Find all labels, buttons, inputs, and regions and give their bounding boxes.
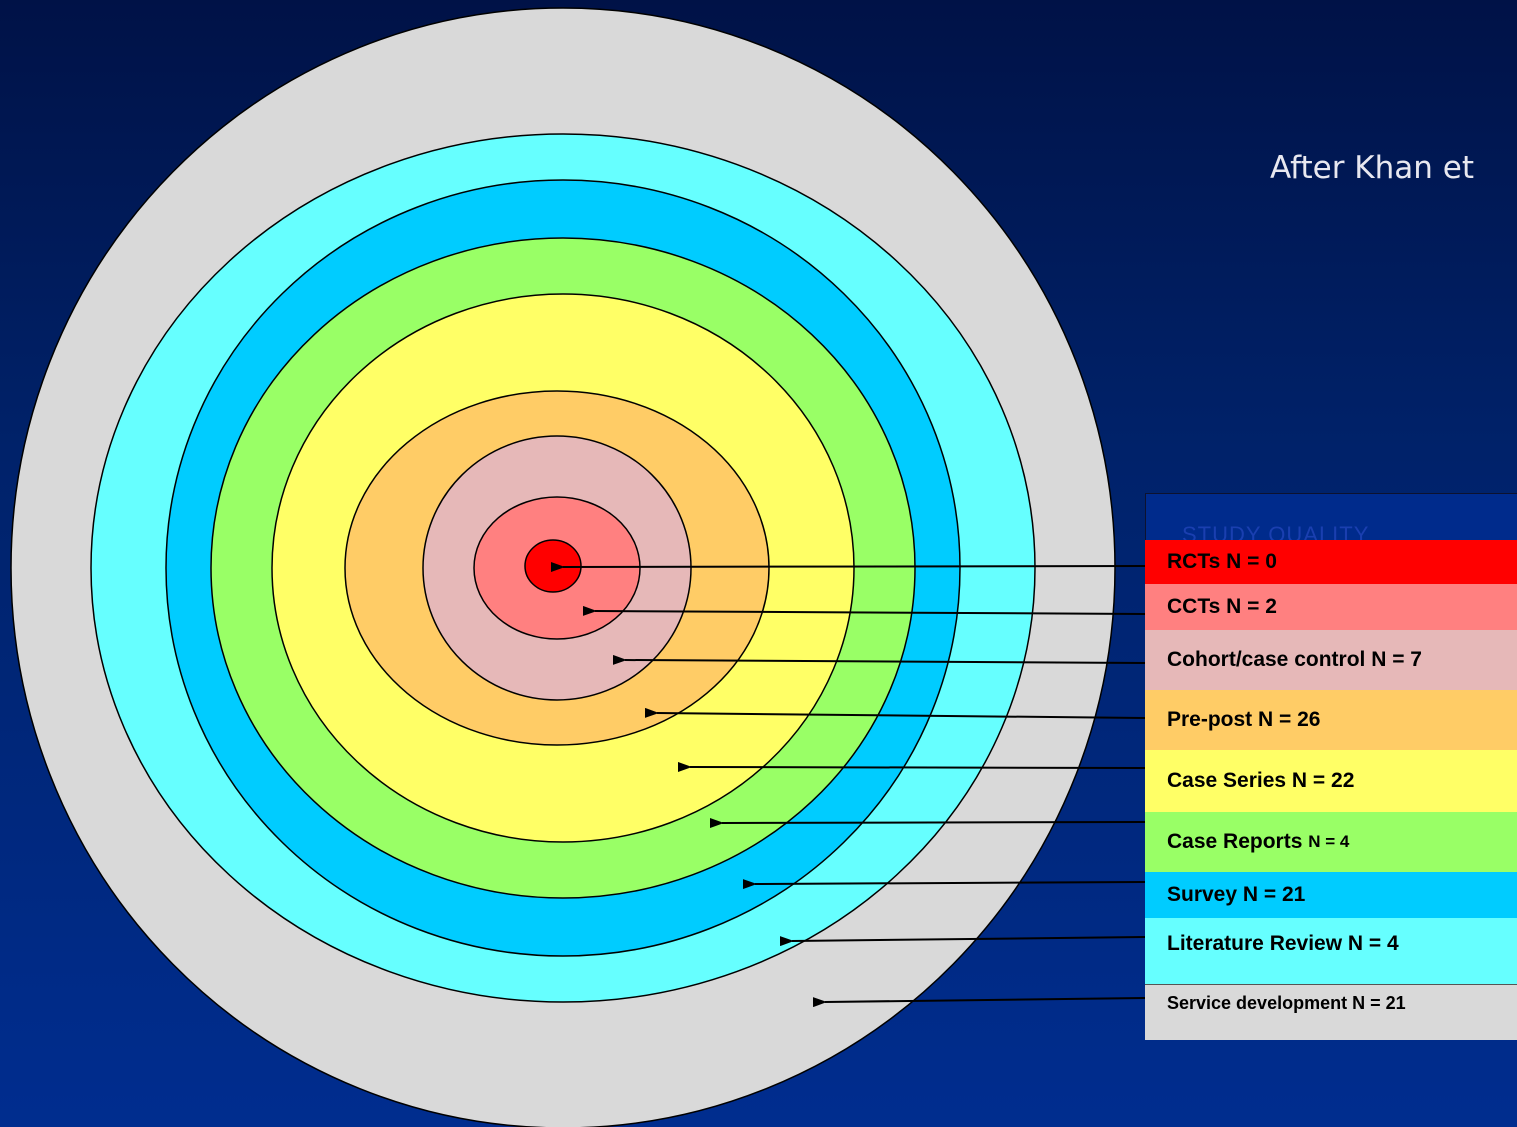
legend-band-cohort-case-control: Cohort/case control N = 7 bbox=[1145, 630, 1517, 690]
arrow-service-development bbox=[812, 997, 1146, 1008]
arrow-rcts bbox=[550, 562, 1146, 573]
legend-label-ccts: CCTs N = 2 bbox=[1167, 595, 1277, 618]
legend-band-pre-post: Pre-post N = 26 bbox=[1145, 690, 1517, 750]
legend-band-survey: Survey N = 21 bbox=[1145, 872, 1517, 918]
arrow-literature-review bbox=[779, 936, 1146, 947]
legend-band-rcts: RCTs N = 0 bbox=[1145, 540, 1517, 584]
legend-band-ccts: CCTs N = 2 bbox=[1145, 584, 1517, 630]
legend-label-case-reports-count: N = 4 bbox=[1308, 832, 1350, 851]
legend-label-case-series: Case Series N = 22 bbox=[1167, 769, 1355, 792]
legend-label-cohort-case-control: Cohort/case control N = 7 bbox=[1167, 648, 1422, 671]
legend-label-survey: Survey N = 21 bbox=[1167, 883, 1306, 906]
arrow-cohort-case-control bbox=[612, 654, 1146, 665]
legend-label-case-reports: Case Reports bbox=[1167, 830, 1303, 853]
arrow-case-series bbox=[677, 761, 1146, 772]
legend-label-literature-review: Literature Review N = 4 bbox=[1167, 932, 1399, 955]
legend-label-service-development: Service development N = 21 bbox=[1167, 993, 1406, 1013]
legend-heading: STUDY QUALITY bbox=[1182, 522, 1370, 540]
legend-band-literature-review: Literature Review N = 4 bbox=[1145, 918, 1517, 984]
arrow-case-reports bbox=[709, 818, 1146, 829]
legend-band-case-series: Case Series N = 22 bbox=[1145, 750, 1517, 812]
arrow-pre-post bbox=[644, 707, 1146, 719]
legend-label-pre-post: Pre-post N = 26 bbox=[1167, 708, 1321, 731]
legend-panel: STUDY QUALITY bbox=[1145, 493, 1517, 540]
attribution-text: After Khan et bbox=[1270, 150, 1474, 186]
legend-band-case-reports: Case Reports N = 4 bbox=[1145, 812, 1517, 872]
legend-label-rcts: RCTs N = 0 bbox=[1167, 550, 1277, 573]
legend-band-service-development: Service development N = 21 bbox=[1145, 984, 1517, 1040]
arrow-ccts bbox=[582, 605, 1146, 616]
arrow-survey bbox=[742, 879, 1146, 890]
